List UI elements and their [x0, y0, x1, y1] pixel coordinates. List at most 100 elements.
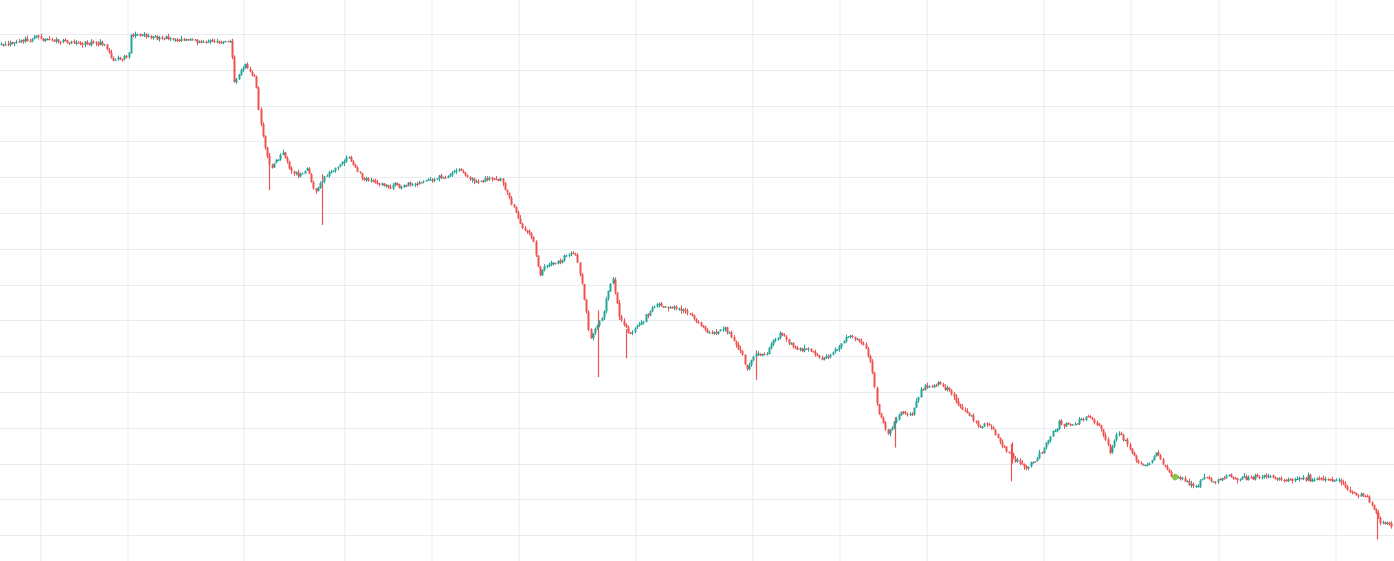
candle-body [1087, 416, 1090, 418]
candle-body [194, 39, 197, 41]
candle-body [1078, 419, 1081, 425]
candle-body [605, 298, 608, 312]
candle-body [801, 348, 804, 352]
candle-body [227, 41, 230, 43]
candle-body [928, 386, 931, 388]
candle-body [427, 179, 430, 181]
candle-body [414, 183, 417, 185]
candle-body [570, 253, 573, 255]
candle-body [1032, 462, 1035, 464]
candle-body [629, 332, 632, 334]
candle-body [900, 411, 903, 416]
candle-body [334, 167, 337, 171]
candle-body [1102, 429, 1105, 436]
candle-body [295, 172, 298, 174]
candle-body [1313, 479, 1316, 481]
candle-body [425, 180, 428, 182]
candle-body [882, 417, 885, 423]
candle-body [1342, 482, 1345, 484]
candle-body [986, 423, 989, 425]
candle-body [1164, 465, 1167, 467]
candle-body [1247, 476, 1250, 481]
candle-body [301, 173, 304, 175]
candle-body [686, 310, 689, 313]
candle-body [799, 348, 802, 350]
candle-body [224, 41, 227, 43]
candle-body [4, 44, 7, 46]
candle-body [504, 183, 507, 190]
candle-body [816, 354, 819, 356]
candle-body [994, 429, 997, 435]
candle-body [466, 175, 469, 177]
candle-body [205, 41, 208, 43]
candle-body [596, 325, 599, 328]
candle-body [1265, 475, 1268, 477]
candle-body [95, 42, 98, 44]
candle-body [1115, 434, 1118, 441]
candle-body [332, 170, 335, 173]
candle-body [1340, 480, 1343, 483]
candle-body [317, 187, 320, 191]
candle-body [191, 39, 194, 41]
candle-body [766, 353, 769, 355]
candle-body [1148, 463, 1151, 465]
candle-body [585, 299, 588, 312]
candle-body [1129, 444, 1132, 450]
candle-body [139, 33, 142, 36]
candle-body [187, 39, 190, 41]
candle-body [57, 39, 60, 42]
candle-body [315, 188, 318, 192]
candle-body [587, 311, 590, 330]
candle-body [477, 181, 480, 183]
candle-body [1225, 475, 1228, 479]
candle-body [658, 303, 661, 305]
candle-body [288, 161, 291, 169]
candle-body [524, 227, 527, 231]
candle-body [257, 87, 260, 110]
candle-body [724, 327, 727, 330]
candle-body [458, 169, 461, 171]
candle-body [1289, 479, 1292, 481]
candle-body [557, 261, 560, 264]
candle-body [143, 33, 146, 35]
candle-body [416, 183, 419, 185]
candle-body [449, 174, 452, 177]
candle-body [1386, 522, 1389, 524]
candle-body [805, 348, 808, 350]
candle-body [1206, 477, 1209, 479]
candle-body [645, 314, 648, 322]
candle-body [442, 177, 445, 179]
candle-body [1236, 478, 1239, 481]
candle-body [526, 230, 529, 232]
candle-body [634, 328, 637, 333]
candle-body [891, 428, 894, 430]
candle-body [108, 50, 111, 53]
candle-body [1025, 466, 1028, 469]
candle-body [823, 357, 826, 360]
candle-body [330, 171, 333, 174]
candle-body [1058, 420, 1061, 430]
candle-body [737, 344, 740, 350]
candle-body [101, 42, 104, 45]
candle-body [156, 36, 159, 40]
candle-body [836, 349, 839, 351]
candle-body [92, 41, 95, 43]
candle-body [310, 174, 313, 182]
candle-body [865, 344, 868, 349]
candle-body [972, 415, 975, 421]
candle-body [282, 152, 285, 155]
candle-body [1098, 424, 1101, 426]
candle-body [647, 314, 650, 316]
candle-body [400, 186, 403, 189]
candle-body [55, 39, 58, 42]
candle-body [88, 43, 91, 45]
candle-body [308, 168, 311, 174]
candle-body [649, 311, 652, 316]
candle-body [546, 265, 549, 267]
candle-body [1305, 477, 1308, 481]
candle-body [1052, 431, 1055, 437]
candle-body [119, 57, 122, 60]
candle-body [1089, 416, 1092, 418]
